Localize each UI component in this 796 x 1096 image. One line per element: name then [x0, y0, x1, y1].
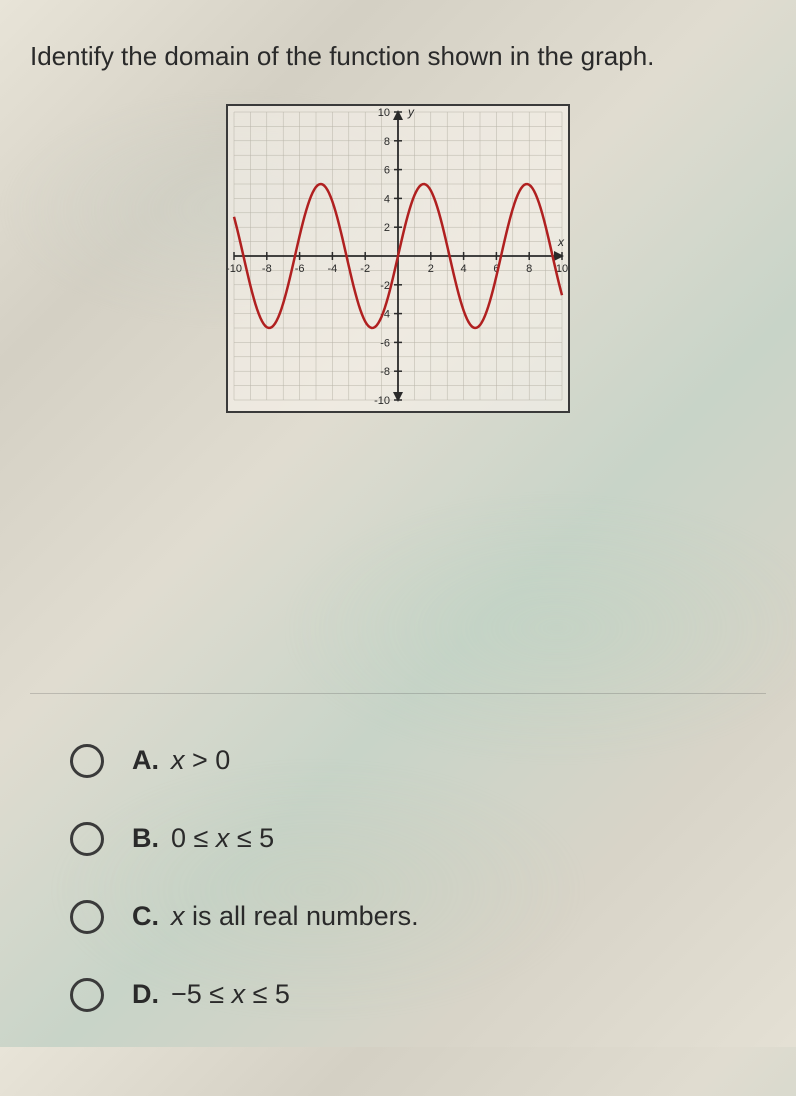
- content-container: Identify the domain of the function show…: [0, 0, 796, 1096]
- option-b[interactable]: B. 0 ≤ x ≤ 5: [70, 822, 766, 856]
- option-c[interactable]: C. x is all real numbers.: [70, 900, 766, 934]
- radio-button[interactable]: [70, 822, 104, 856]
- radio-button[interactable]: [70, 900, 104, 934]
- svg-text:8: 8: [384, 136, 390, 148]
- option-letter: A.: [132, 745, 159, 776]
- graph-box: -10-8-6-4-2246810-10-8-6-4-2246810yx: [226, 104, 570, 413]
- svg-text:-4: -4: [328, 263, 338, 275]
- svg-text:4: 4: [384, 193, 390, 205]
- svg-text:10: 10: [378, 107, 390, 119]
- divider-line: [30, 693, 766, 694]
- answer-options: A. x > 0 B. 0 ≤ x ≤ 5 C. x is all real number…: [30, 744, 766, 1012]
- svg-text:-10: -10: [228, 263, 242, 275]
- question-text: Identify the domain of the function show…: [30, 40, 766, 74]
- svg-text:-2: -2: [380, 280, 390, 292]
- option-text: x is all real numbers.: [171, 901, 419, 932]
- svg-text:-6: -6: [380, 337, 390, 349]
- svg-text:8: 8: [526, 263, 532, 275]
- option-text: 0 ≤ x ≤ 5: [171, 823, 274, 854]
- svg-text:x: x: [557, 235, 565, 249]
- option-letter: C.: [132, 901, 159, 932]
- svg-text:6: 6: [384, 164, 390, 176]
- function-graph: -10-8-6-4-2246810-10-8-6-4-2246810yx: [228, 106, 568, 406]
- svg-text:2: 2: [384, 222, 390, 234]
- svg-text:2: 2: [428, 263, 434, 275]
- option-d[interactable]: D. −5 ≤ x ≤ 5: [70, 978, 766, 1012]
- option-text: −5 ≤ x ≤ 5: [171, 979, 290, 1010]
- option-text: x > 0: [171, 745, 230, 776]
- radio-button[interactable]: [70, 744, 104, 778]
- svg-text:-8: -8: [262, 263, 272, 275]
- svg-text:y: y: [407, 106, 415, 119]
- radio-button[interactable]: [70, 978, 104, 1012]
- svg-text:4: 4: [461, 263, 467, 275]
- option-letter: D.: [132, 979, 159, 1010]
- option-a[interactable]: A. x > 0: [70, 744, 766, 778]
- option-letter: B.: [132, 823, 159, 854]
- svg-text:-8: -8: [380, 366, 390, 378]
- svg-text:-10: -10: [374, 395, 390, 406]
- graph-container: -10-8-6-4-2246810-10-8-6-4-2246810yx: [30, 104, 766, 413]
- svg-text:-2: -2: [360, 263, 370, 275]
- svg-text:-6: -6: [295, 263, 305, 275]
